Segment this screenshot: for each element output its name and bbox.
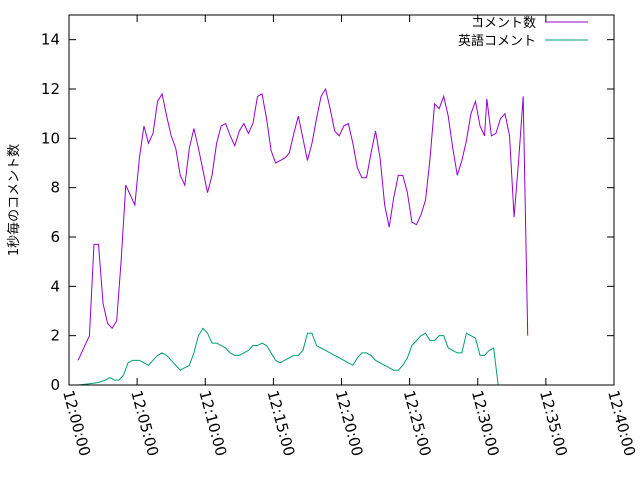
- series-line-1: [77, 87, 529, 361]
- x-tick-label: 12:15:00: [264, 388, 299, 458]
- series-layer: [77, 87, 529, 386]
- y-tick-label: 8: [50, 179, 60, 197]
- legend-label-2: 英語コメント: [458, 33, 536, 49]
- y-tick-label: 14: [41, 31, 60, 49]
- y-axis-label-group: 1秒毎のコメント数: [6, 144, 22, 256]
- y-tick-label: 12: [41, 80, 60, 98]
- y-tick-label: 6: [50, 228, 60, 246]
- x-tick-label: 12:35:00: [536, 388, 571, 458]
- plot-frame: [68, 14, 615, 386]
- y-tick-label: 10: [41, 129, 60, 147]
- y-tick-label: 2: [50, 327, 60, 345]
- y-ticks: 0 2 4 6 8 10 12 14: [41, 31, 614, 394]
- y-axis-label: 1秒毎のコメント数: [6, 144, 22, 256]
- x-tick-label: 12:30:00: [468, 388, 503, 458]
- legend-label-1: コメント数: [471, 16, 536, 31]
- x-tick-label: 12:00:00: [59, 388, 94, 458]
- x-tick-label: 12:25:00: [400, 388, 435, 458]
- x-tick-label: 12:20:00: [332, 388, 367, 458]
- y-tick-label: 4: [50, 277, 60, 295]
- x-tick-label: 12:10:00: [195, 388, 230, 458]
- x-tick-label: 12:40:00: [604, 388, 639, 458]
- y-tick-label: 0: [50, 376, 60, 394]
- x-ticks: 12:00:00 12:05:00 12:10:00 12:15:00 12:20:00…: [59, 15, 639, 458]
- x-tick-label: 12:05:00: [127, 388, 162, 458]
- series-line-2: [78, 327, 499, 386]
